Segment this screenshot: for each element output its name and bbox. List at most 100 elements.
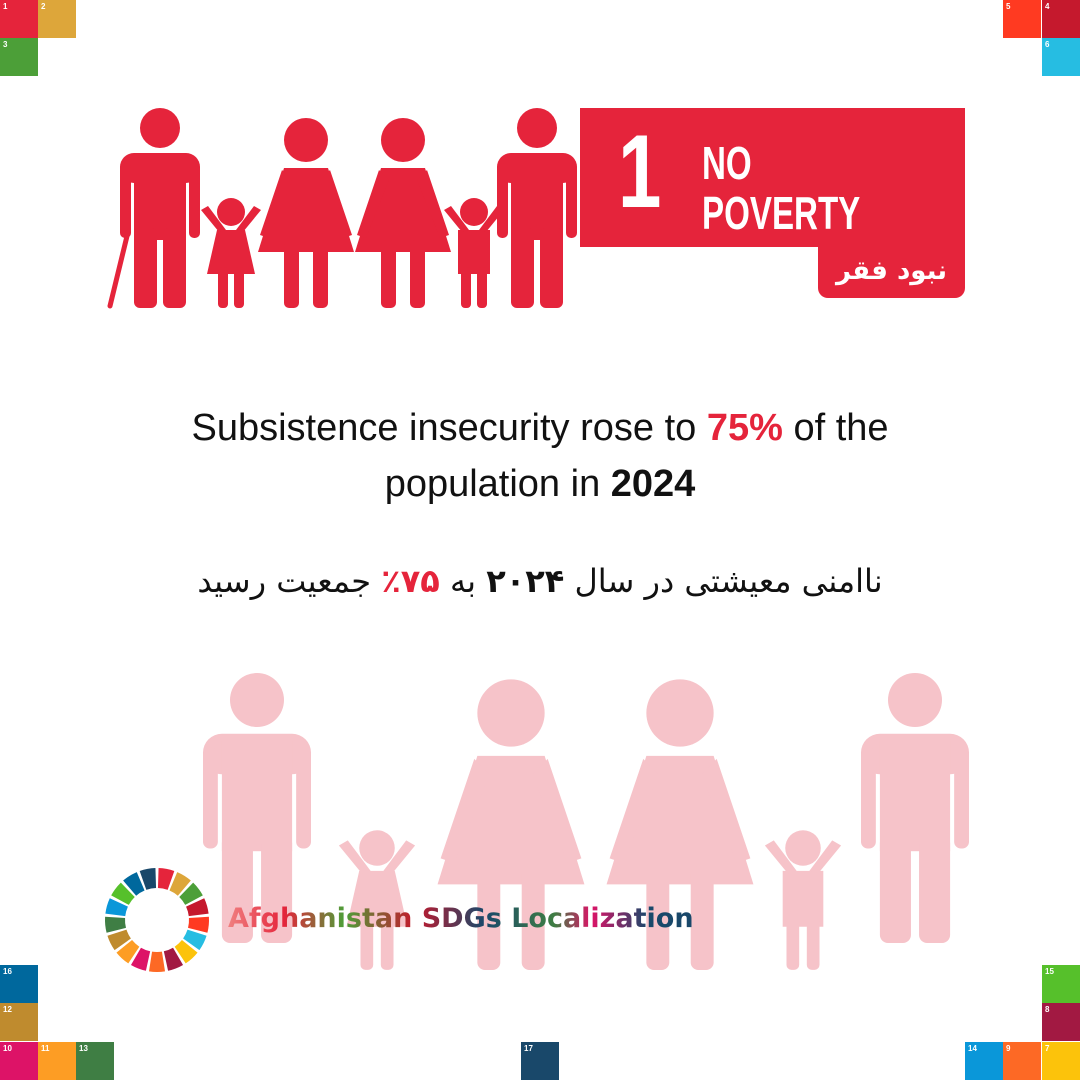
- sdg-tile: 11: [38, 1042, 76, 1080]
- figure: [764, 830, 842, 970]
- wheel-segment: [186, 898, 209, 917]
- wheel-segment: [107, 929, 131, 951]
- shape: [120, 163, 131, 238]
- figure: [437, 679, 585, 971]
- sdg-tile: 14: [965, 1042, 1003, 1080]
- wheel-segment: [163, 947, 184, 971]
- highlight: ۷۵٪: [381, 562, 440, 600]
- shape: [261, 835, 293, 943]
- shape: [234, 267, 244, 308]
- shape: [346, 870, 408, 927]
- sdg-tile: 5: [1003, 0, 1041, 38]
- sdg-tile: 15: [1042, 965, 1080, 1003]
- shape: [540, 228, 563, 308]
- shape: [381, 118, 425, 162]
- shape: [806, 917, 820, 970]
- text: ناامنی معیشتی در سال: [564, 562, 883, 600]
- cane: [107, 229, 131, 309]
- shape: [511, 158, 563, 240]
- sdg-tile: 17: [521, 1042, 559, 1080]
- goal-title-fa: نبود فقر: [818, 247, 965, 298]
- shape: [444, 206, 504, 232]
- wheel-segment: [123, 872, 145, 896]
- wheel-segment: [130, 947, 151, 971]
- shape: [879, 835, 911, 943]
- wheel-segment: [188, 916, 209, 933]
- sdg-tile: 16: [0, 965, 38, 1003]
- shape: [338, 840, 416, 874]
- shape: [440, 758, 582, 863]
- text: به: [439, 562, 487, 600]
- shape: [566, 163, 577, 238]
- wheel-segment: [174, 940, 198, 964]
- shape: [284, 240, 299, 308]
- shape: [458, 230, 490, 274]
- figure: [120, 108, 200, 308]
- shape: [284, 118, 328, 162]
- wheel-segment: [116, 940, 140, 964]
- shape: [521, 866, 545, 971]
- shape: [954, 747, 969, 849]
- shape: [497, 163, 508, 238]
- shape: [511, 228, 534, 308]
- sdg-tile: 2: [38, 0, 76, 38]
- shape: [785, 830, 821, 866]
- highlight: 2024: [610, 463, 696, 505]
- sdg-tile: 10: [0, 1042, 38, 1080]
- shape: [218, 267, 228, 308]
- shape: [646, 866, 670, 971]
- figure: [258, 118, 354, 308]
- shape: [189, 163, 200, 238]
- highlight: ۲۰۲۴: [486, 562, 565, 600]
- goal-banner: 1 NO POVERTY: [580, 108, 965, 247]
- goal-title-line: NO: [702, 137, 752, 189]
- figure: [338, 830, 416, 970]
- shape: [646, 679, 714, 747]
- wheel-segment: [105, 916, 126, 933]
- goal-title: NO POVERTY: [702, 138, 860, 238]
- shape: [460, 198, 488, 226]
- shape: [221, 835, 253, 943]
- shape: [517, 108, 557, 148]
- shape: [217, 198, 245, 226]
- text: Subsistence insecurity rose to: [191, 407, 707, 449]
- sdg-tile: 4: [1042, 0, 1080, 38]
- shape: [782, 870, 824, 927]
- shape: [260, 170, 352, 238]
- shape: [380, 917, 394, 970]
- shape: [203, 747, 218, 849]
- shape: [207, 230, 255, 274]
- wheel-segment: [179, 882, 203, 905]
- figure: [861, 673, 969, 943]
- shape: [221, 740, 293, 852]
- goal-number: 1: [618, 114, 662, 230]
- text: of the population in: [384, 407, 889, 505]
- sdg-tile: 9: [1003, 1042, 1041, 1080]
- wheel-segment: [157, 868, 175, 890]
- figure: [497, 108, 577, 308]
- sdg-tile: 1: [0, 0, 38, 38]
- sdg-tile: 6: [1042, 38, 1080, 76]
- shape: [919, 835, 951, 943]
- shape: [477, 866, 501, 971]
- figure: [606, 679, 754, 971]
- shape: [230, 673, 284, 727]
- shape: [609, 758, 751, 863]
- shape: [357, 170, 449, 238]
- wheel-segment: [183, 929, 207, 951]
- wheel-segment: [148, 951, 166, 972]
- shape: [410, 240, 425, 308]
- logo-text: Afghanistan SDGs Localization: [228, 903, 694, 934]
- shape: [477, 267, 487, 308]
- shape: [381, 240, 396, 308]
- sdg-tile: 8: [1042, 1003, 1080, 1041]
- goal-title-line: POVERTY: [702, 187, 861, 239]
- figure: [355, 118, 451, 308]
- shape: [140, 108, 180, 148]
- text: جمعیت رسید: [197, 562, 382, 600]
- sdg-tile: 13: [76, 1042, 114, 1080]
- shape: [879, 740, 951, 852]
- shape: [359, 830, 395, 866]
